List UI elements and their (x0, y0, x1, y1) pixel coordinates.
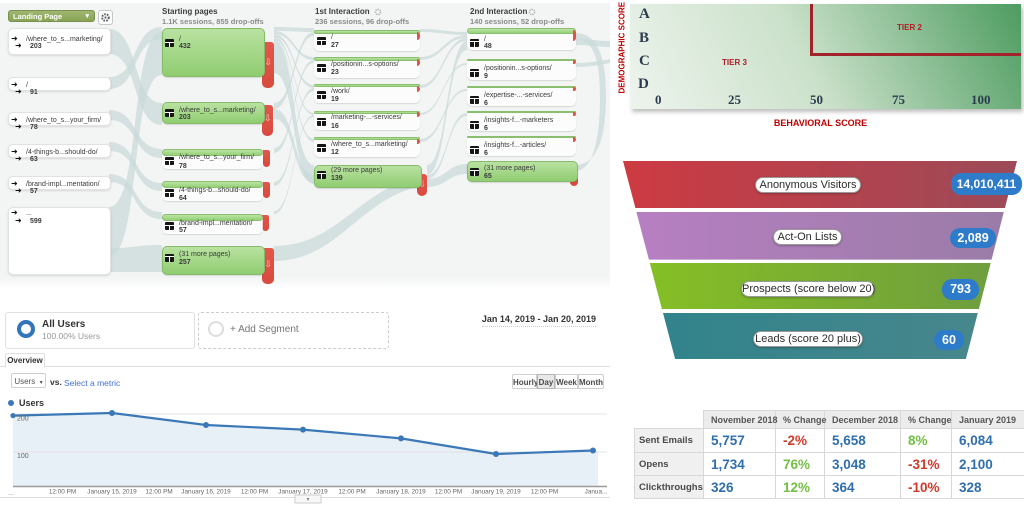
svg-text:12:00 PM: 12:00 PM (531, 489, 558, 496)
svg-text:January 15, 2019: January 15, 2019 (87, 489, 137, 496)
svg-text:January 17, 2019: January 17, 2019 (278, 489, 328, 496)
svg-text:12:00 PM: 12:00 PM (49, 489, 76, 496)
svg-text:200: 200 (17, 416, 29, 423)
svg-text:▾: ▾ (306, 497, 309, 503)
svg-text:12:00 PM: 12:00 PM (241, 489, 268, 496)
svg-text:100: 100 (17, 453, 29, 460)
svg-text:Janua...: Janua... (585, 489, 608, 496)
svg-text:12:00 PM: 12:00 PM (435, 489, 462, 496)
svg-text:January 18, 2019: January 18, 2019 (376, 489, 426, 496)
svg-text:12:00 PM: 12:00 PM (145, 489, 172, 496)
svg-text:January 19, 2019: January 19, 2019 (471, 489, 521, 496)
svg-text:...: ... (8, 490, 14, 497)
svg-text:January 16, 2019: January 16, 2019 (181, 489, 231, 496)
svg-text:12:00 PM: 12:00 PM (338, 489, 365, 496)
